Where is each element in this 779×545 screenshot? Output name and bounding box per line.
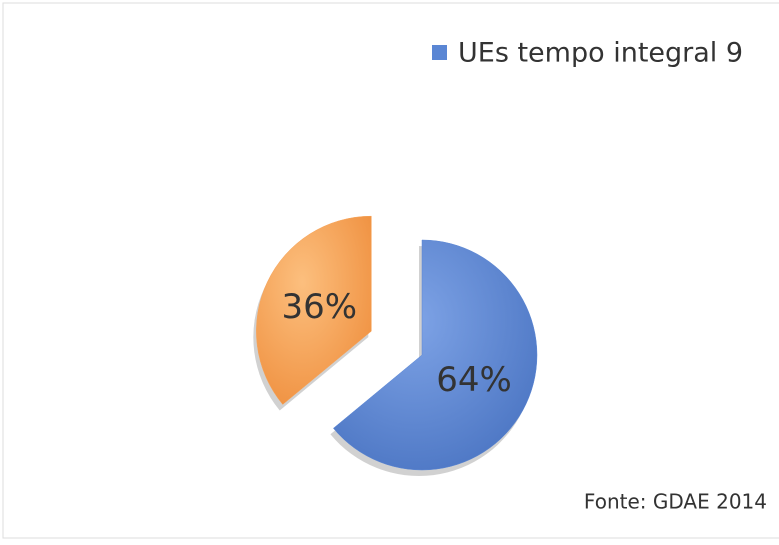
slice	[333, 239, 538, 471]
slice-label: 64%	[436, 360, 512, 400]
pie: 64% 36%	[253, 215, 538, 477]
source-note: Fonte: GDAE 2014	[584, 490, 767, 514]
legend: UEs tempo integral 9	[432, 38, 743, 69]
legend-swatch	[432, 45, 447, 60]
legend-label: UEs tempo integral 9	[458, 38, 743, 69]
slice-label: 36%	[282, 287, 358, 327]
slice	[256, 215, 372, 405]
